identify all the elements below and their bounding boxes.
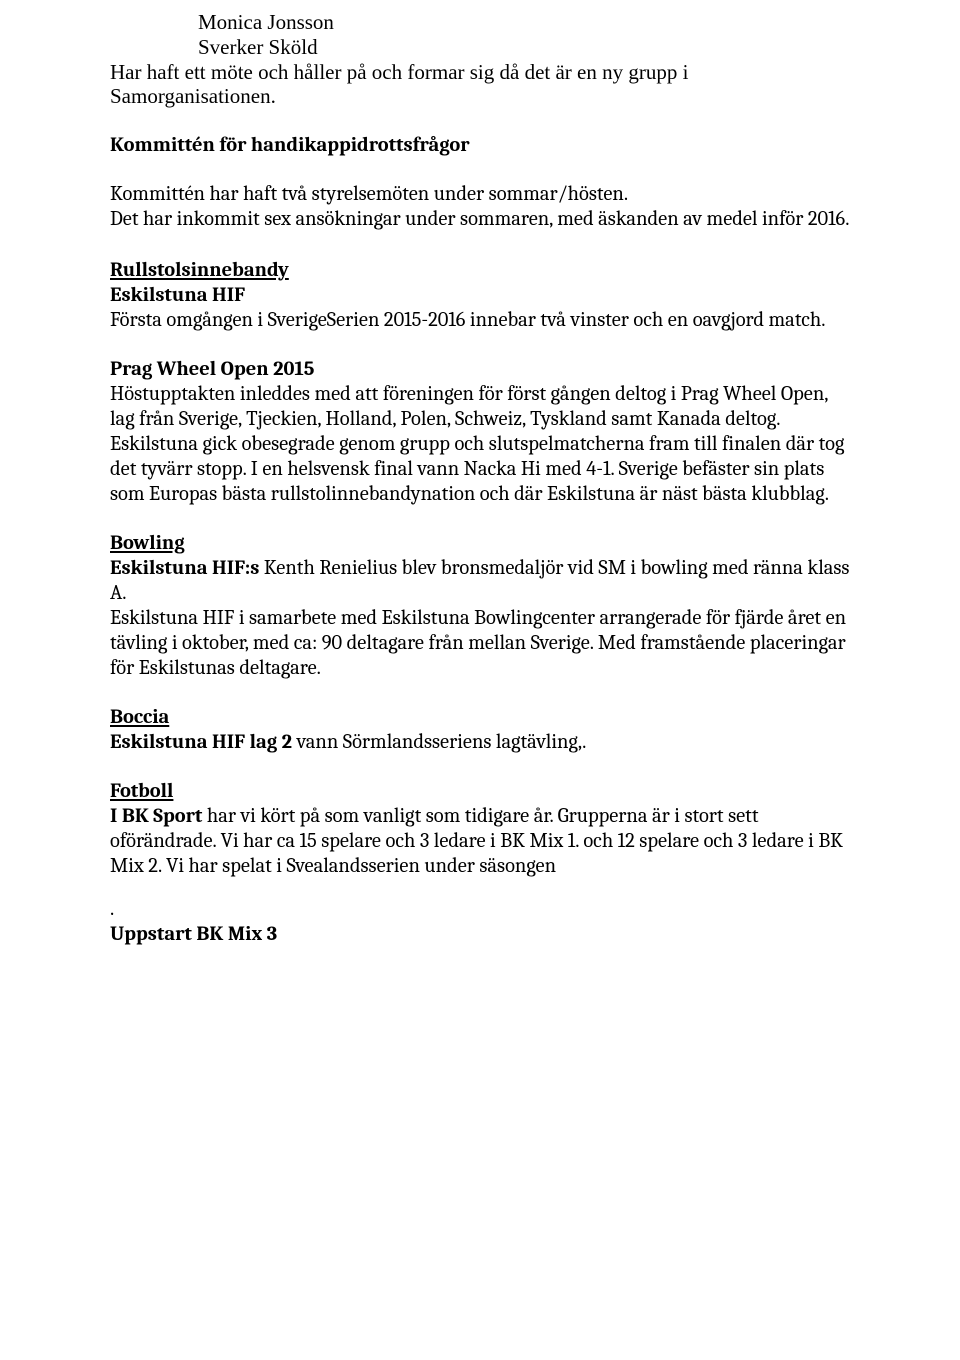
prag-heading: Prag Wheel Open 2015 xyxy=(110,357,855,382)
fotboll-para: I BK Sport har vi kört på som vanligt so… xyxy=(110,804,855,879)
bowling-section: Bowling Eskilstuna HIF:s Kenth Renielius… xyxy=(110,531,855,681)
document-page: Monica Jonsson Sverker Sköld Har haft et… xyxy=(0,0,960,1360)
name-line-2: Sverker Sköld xyxy=(110,35,855,60)
rullstol-section: Rullstolsinnebandy Eskilstuna HIF Första… xyxy=(110,258,855,333)
boccia-para: Eskilstuna HIF lag 2 vann Sörmlandsserie… xyxy=(110,730,855,755)
prag-section: Prag Wheel Open 2015 Höstupptakten inled… xyxy=(110,357,855,507)
bowling-heading: Bowling xyxy=(110,531,855,556)
boccia-body-rest: vann Sörmlandsseriens lagtävling,. xyxy=(297,731,587,754)
boccia-section: Boccia Eskilstuna HIF lag 2 vann Sörmlan… xyxy=(110,705,855,755)
rullstol-heading: Rullstolsinnebandy xyxy=(110,258,855,283)
bowling-para-1: Eskilstuna HIF:s Kenth Renielius blev br… xyxy=(110,556,855,606)
rullstol-club: Eskilstuna HIF xyxy=(110,283,855,308)
name-line-1: Monica Jonsson xyxy=(110,10,855,35)
uppstart-heading: Uppstart BK Mix 3 xyxy=(110,922,855,947)
bowling-para-2: Eskilstuna HIF i samarbete med Eskilstun… xyxy=(110,606,855,681)
intro-paragraph: Har haft ett möte och håller på och form… xyxy=(110,60,855,110)
fotboll-lead: I BK Sport xyxy=(110,805,207,828)
top-names-block: Monica Jonsson Sverker Sköld Har haft et… xyxy=(110,10,855,109)
boccia-heading: Boccia xyxy=(110,705,855,730)
dot-line: . xyxy=(110,897,855,922)
kommitten-body-block: Kommittén har haft två styrelsemöten und… xyxy=(110,182,855,232)
kommitten-body: Kommittén har haft två styrelsemöten und… xyxy=(110,182,855,232)
prag-body: Höstupptakten inleddes med att föreninge… xyxy=(110,382,855,507)
fotboll-body-rest: har vi kört på som vanligt som tidigare … xyxy=(110,805,843,878)
boccia-lead: Eskilstuna HIF lag 2 xyxy=(110,731,297,754)
kommitten-heading: Kommittén för handikappidrottsfrågor xyxy=(110,133,855,158)
fotboll-heading: Fotboll xyxy=(110,779,855,804)
bowling-lead: Eskilstuna HIF:s xyxy=(110,557,264,580)
fotboll-section: Fotboll I BK Sport har vi kört på som va… xyxy=(110,779,855,879)
kommitten-section: Kommittén för handikappidrottsfrågor xyxy=(110,133,855,158)
rullstol-body: Första omgången i SverigeSerien 2015-201… xyxy=(110,308,855,333)
